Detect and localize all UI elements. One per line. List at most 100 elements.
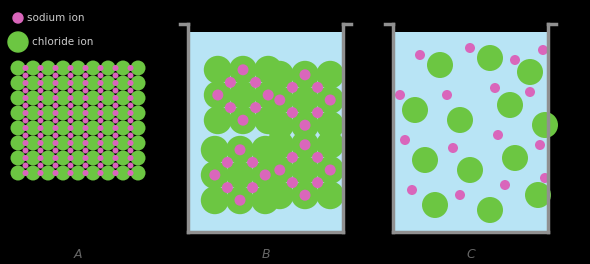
Circle shape (229, 56, 257, 84)
Circle shape (116, 135, 130, 150)
Circle shape (540, 173, 550, 183)
Circle shape (455, 190, 465, 200)
Circle shape (41, 76, 55, 91)
Circle shape (238, 64, 248, 75)
Circle shape (291, 111, 319, 139)
Circle shape (41, 166, 55, 181)
Circle shape (53, 117, 58, 124)
Circle shape (22, 155, 28, 161)
Circle shape (70, 91, 86, 106)
Circle shape (113, 163, 119, 168)
Circle shape (287, 107, 298, 118)
Circle shape (116, 91, 130, 106)
Circle shape (86, 91, 100, 106)
Circle shape (86, 76, 100, 91)
Circle shape (113, 80, 119, 86)
Circle shape (324, 95, 336, 106)
Circle shape (86, 120, 100, 135)
Circle shape (41, 60, 55, 76)
Circle shape (477, 197, 503, 223)
Circle shape (25, 166, 41, 181)
Circle shape (70, 106, 86, 120)
Circle shape (226, 161, 254, 189)
Circle shape (442, 90, 452, 100)
Circle shape (465, 43, 475, 53)
Circle shape (287, 82, 298, 93)
Circle shape (11, 91, 25, 106)
Circle shape (67, 65, 74, 71)
Circle shape (86, 150, 100, 166)
Circle shape (130, 150, 146, 166)
Circle shape (67, 155, 74, 161)
Circle shape (22, 133, 28, 139)
Circle shape (55, 166, 70, 181)
Circle shape (67, 117, 74, 124)
Circle shape (11, 60, 25, 76)
Circle shape (266, 111, 294, 139)
Circle shape (127, 117, 133, 124)
Circle shape (130, 120, 146, 135)
Circle shape (55, 91, 70, 106)
Circle shape (11, 106, 25, 120)
Circle shape (70, 60, 86, 76)
Circle shape (25, 76, 41, 91)
Text: sodium ion: sodium ion (27, 13, 84, 23)
Circle shape (316, 181, 344, 209)
Circle shape (497, 92, 523, 118)
Circle shape (247, 157, 258, 168)
Circle shape (130, 106, 146, 120)
Circle shape (263, 89, 274, 101)
Circle shape (83, 163, 88, 168)
Circle shape (400, 135, 410, 145)
Circle shape (83, 148, 88, 153)
Circle shape (316, 61, 344, 89)
Circle shape (70, 135, 86, 150)
Circle shape (86, 60, 100, 76)
Circle shape (83, 102, 88, 109)
Circle shape (53, 155, 58, 161)
Circle shape (83, 117, 88, 124)
Circle shape (41, 106, 55, 120)
Circle shape (316, 156, 344, 184)
Circle shape (222, 182, 233, 193)
Circle shape (67, 73, 74, 78)
Circle shape (22, 73, 28, 78)
Circle shape (316, 131, 344, 159)
Circle shape (97, 170, 103, 176)
Circle shape (113, 95, 119, 101)
Circle shape (204, 106, 232, 134)
Circle shape (83, 65, 88, 71)
Circle shape (22, 102, 28, 109)
Circle shape (55, 76, 70, 91)
Circle shape (38, 163, 44, 168)
Circle shape (53, 125, 58, 131)
Circle shape (415, 50, 425, 60)
Circle shape (130, 166, 146, 181)
Circle shape (113, 117, 119, 124)
Circle shape (116, 166, 130, 181)
Circle shape (113, 102, 119, 109)
Circle shape (254, 106, 282, 134)
Circle shape (41, 120, 55, 135)
Circle shape (477, 45, 503, 71)
Circle shape (22, 87, 28, 93)
Circle shape (83, 73, 88, 78)
Text: chloride ion: chloride ion (32, 37, 93, 47)
Text: A: A (74, 248, 82, 261)
Circle shape (525, 87, 535, 97)
Circle shape (127, 65, 133, 71)
Circle shape (97, 140, 103, 146)
Text: B: B (261, 248, 270, 261)
Circle shape (127, 155, 133, 161)
Circle shape (447, 107, 473, 133)
Circle shape (201, 136, 229, 164)
Circle shape (67, 125, 74, 131)
Circle shape (312, 82, 323, 93)
Circle shape (67, 95, 74, 101)
Circle shape (67, 87, 74, 93)
Circle shape (97, 163, 103, 168)
Circle shape (127, 140, 133, 146)
Circle shape (427, 52, 453, 78)
Circle shape (300, 120, 310, 131)
Circle shape (97, 133, 103, 139)
